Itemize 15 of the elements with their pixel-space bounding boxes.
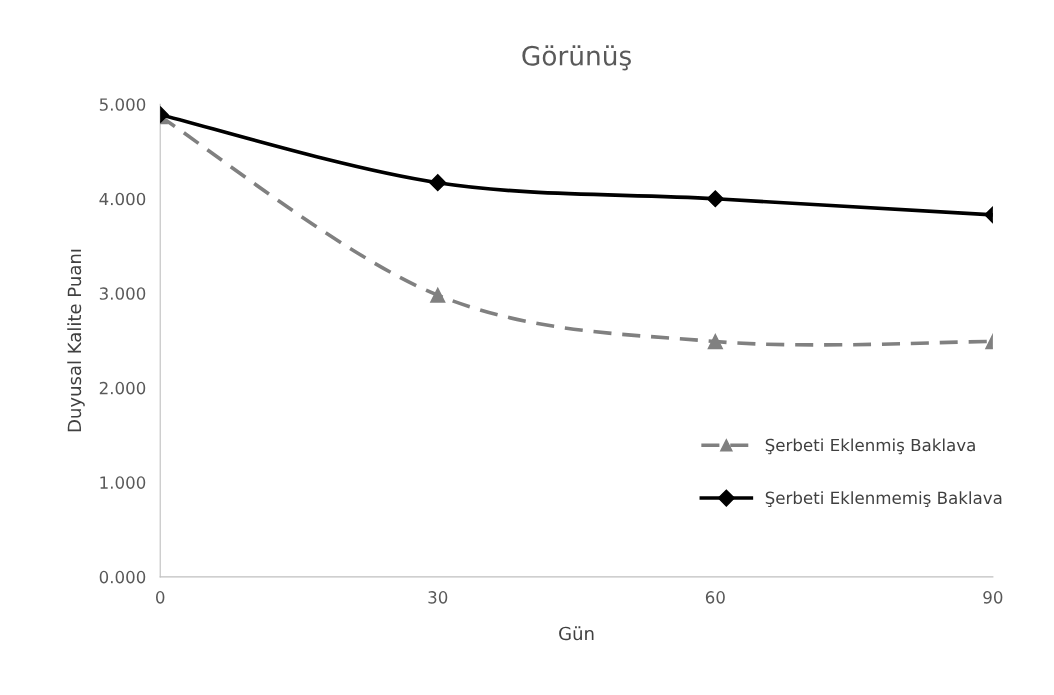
x-axis-title: Gün (559, 626, 594, 641)
y-tick-label: 4.000 (99, 192, 146, 206)
legend-label: Şerbeti Eklenmemiş Baklava (765, 491, 1002, 508)
x-tick-label: 0 (156, 591, 165, 604)
y-tick-label: 5.000 (99, 98, 146, 111)
y-tick-label: 3.000 (99, 287, 146, 300)
y-tick-label: 1.000 (100, 476, 146, 489)
y-tick-label: 0.000 (99, 570, 146, 584)
x-tick-label: 30 (428, 591, 448, 604)
y-tick-label: 2.000 (99, 381, 146, 395)
legend-label: Şerbeti Eklenmiş Baklava (765, 438, 975, 455)
chart-title: Görünüş (522, 45, 631, 71)
y-axis-title: Duyusal Kalite Puanı (67, 249, 85, 432)
x-tick-label: 60 (705, 591, 725, 604)
x-tick-label: 90 (983, 591, 1003, 604)
